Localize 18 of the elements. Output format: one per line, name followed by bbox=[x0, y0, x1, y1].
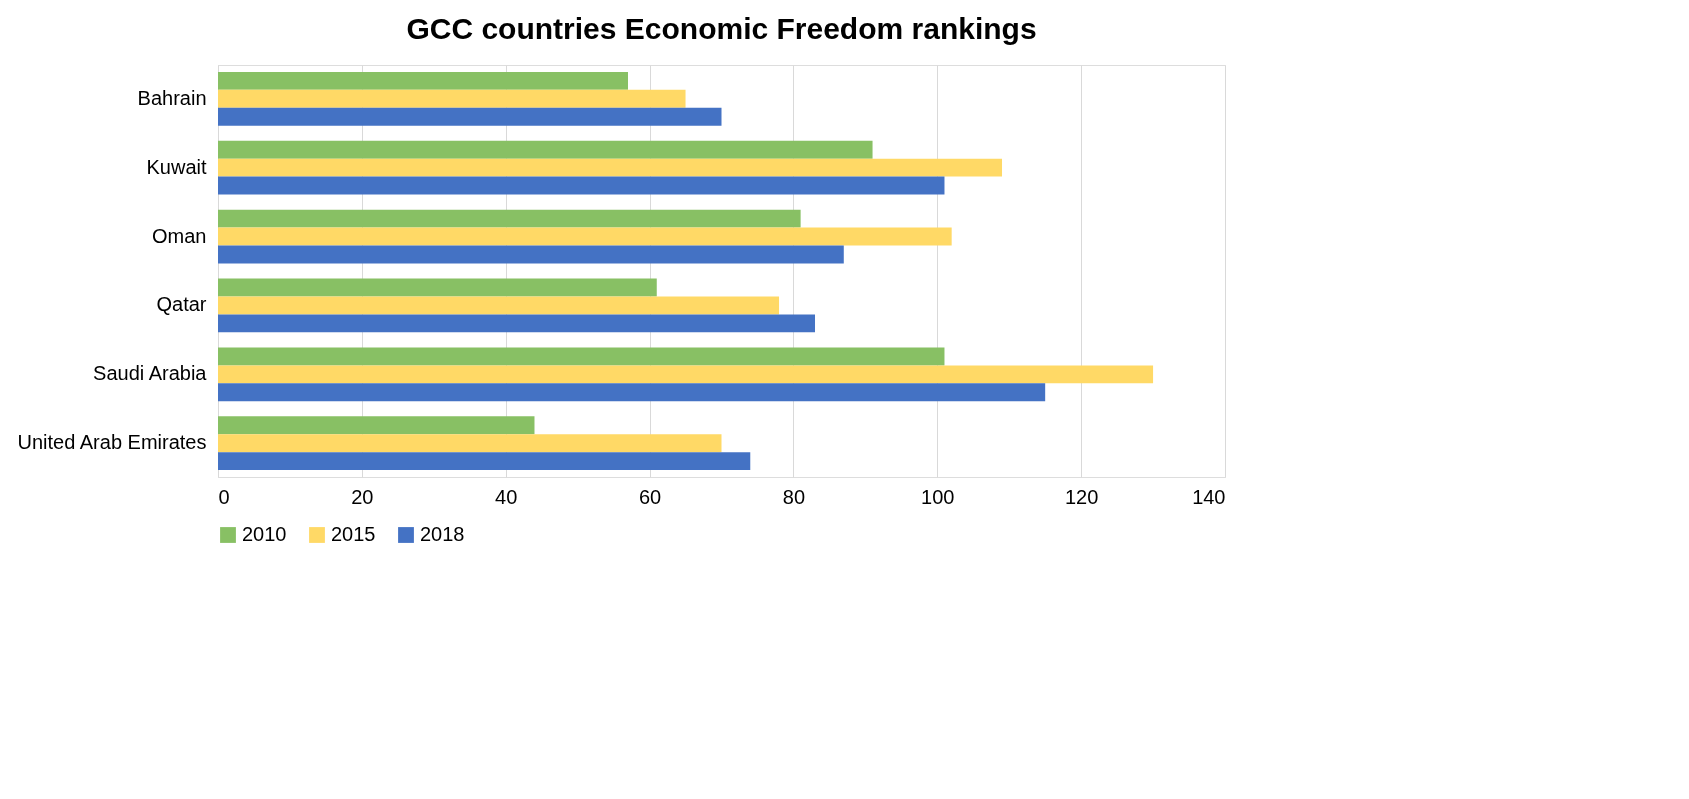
x-tick-label: 0 bbox=[218, 485, 230, 508]
x-tick-label: 60 bbox=[638, 485, 662, 508]
y-tick-label: Bahrain bbox=[137, 86, 207, 109]
x-tick-label: 100 bbox=[921, 485, 955, 508]
y-tick-label: Oman bbox=[152, 224, 207, 247]
x-tick-label: 120 bbox=[1064, 485, 1099, 508]
x-tick-label: 80 bbox=[782, 485, 806, 508]
x-tick-label: 140 bbox=[1192, 485, 1226, 508]
chart-title: GCC countries Economic Freedom rankings bbox=[406, 12, 1037, 45]
x-tick-label: 40 bbox=[495, 485, 518, 508]
legend-label: 2010 bbox=[242, 523, 287, 545]
y-tick-label: Qatar bbox=[156, 293, 207, 316]
y-tick-label: United Arab Emirates bbox=[17, 431, 207, 454]
legend-label: 2018 bbox=[420, 523, 465, 545]
x-tick-label: 20 bbox=[351, 485, 374, 508]
y-tick-label: Saudi Arabia bbox=[93, 362, 208, 385]
legend-label: 2015 bbox=[331, 523, 376, 545]
y-tick-label: Kuwait bbox=[146, 155, 207, 178]
